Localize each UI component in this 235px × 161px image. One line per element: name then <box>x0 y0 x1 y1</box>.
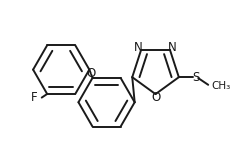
Text: F: F <box>31 91 38 104</box>
Text: S: S <box>192 71 200 84</box>
Text: O: O <box>151 91 160 104</box>
Text: O: O <box>86 67 96 80</box>
Text: CH₃: CH₃ <box>212 81 231 91</box>
Text: N: N <box>168 41 177 54</box>
Text: N: N <box>134 41 143 54</box>
